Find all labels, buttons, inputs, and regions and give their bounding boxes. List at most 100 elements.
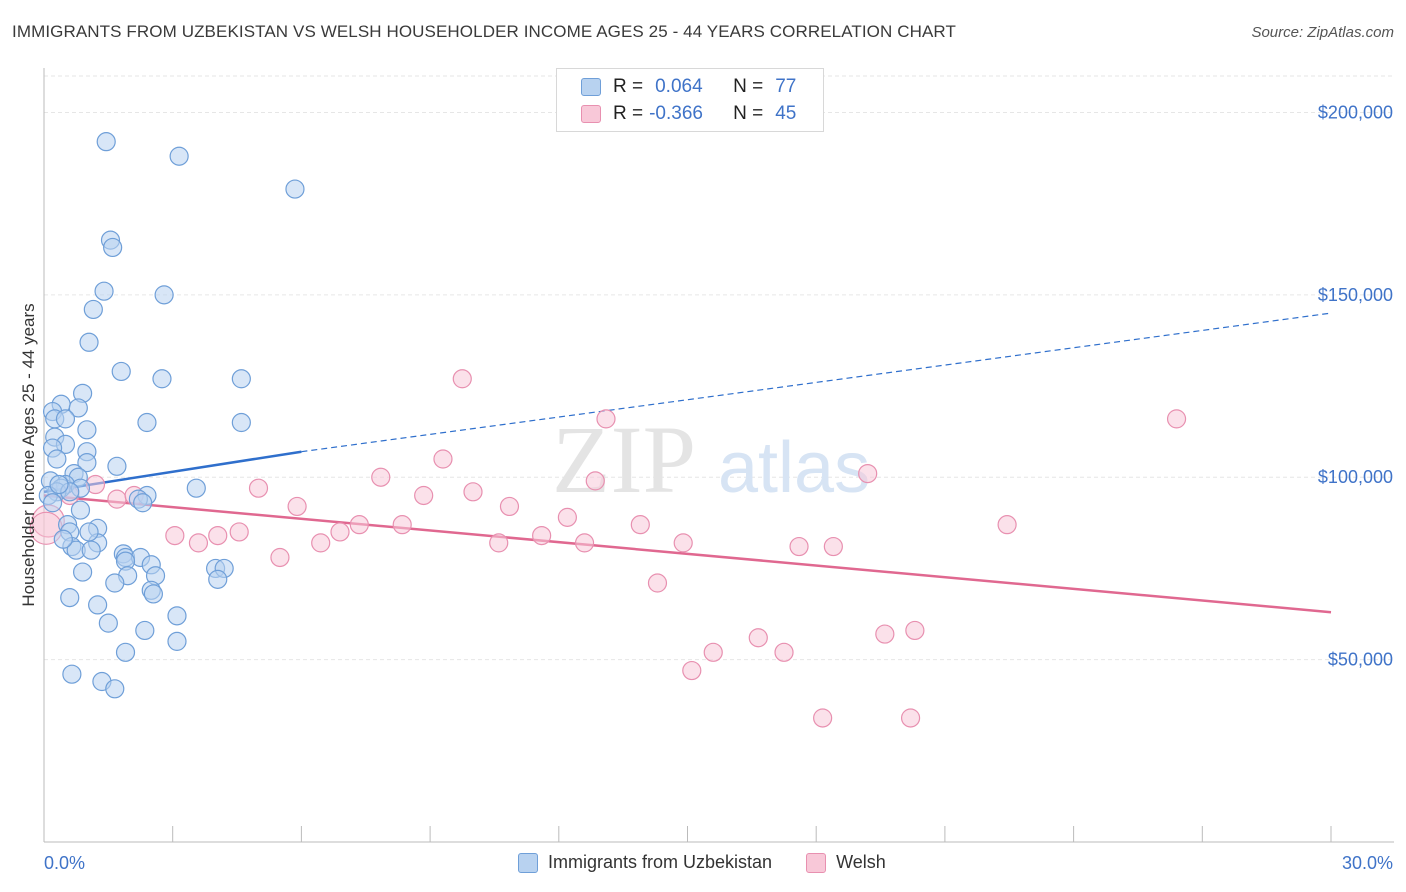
welsh-point <box>997 515 1017 535</box>
uzbekistan-point <box>231 369 251 389</box>
uzbekistan-point <box>115 642 136 662</box>
uzbekistan-point <box>49 474 69 495</box>
uzbekistan-point <box>77 453 97 473</box>
trend-line-uzbekistan-projection <box>301 312 1332 453</box>
welsh-point <box>499 496 520 517</box>
uzbekistan-point <box>111 361 131 382</box>
welsh-point <box>875 624 895 644</box>
legend-n-label: N = <box>733 76 764 97</box>
uzbekistan-point <box>62 664 82 684</box>
uzbekistan-point <box>169 146 189 166</box>
legend-n-value-uzbekistan: 77 <box>775 76 797 97</box>
legend-swatch-uzbekistan <box>581 78 601 96</box>
uzbekistan-point <box>55 409 76 429</box>
bottom-legend: Immigrants from Uzbekistan Welsh <box>518 852 886 873</box>
welsh-point <box>414 485 434 506</box>
uzbekistan-point <box>137 412 157 433</box>
uzbekistan-point <box>53 529 73 549</box>
welsh-point <box>270 547 290 568</box>
uzbekistan-point <box>103 237 123 258</box>
welsh-point <box>703 642 723 662</box>
grid-lines <box>44 75 1394 661</box>
uzbekistan-point <box>143 584 163 604</box>
welsh-point <box>748 628 768 648</box>
legend-r-label: R = <box>613 103 644 124</box>
y-axis-label: Householder Income Ages 25 - 44 years <box>19 303 38 606</box>
legend-r-label: R = <box>613 76 644 97</box>
y-tick-label-3: $200,000 <box>1318 102 1393 122</box>
uzbekistan-point <box>96 132 116 152</box>
y-tick-label-2: $150,000 <box>1318 285 1393 305</box>
welsh-point <box>596 409 616 429</box>
welsh-point <box>165 525 185 546</box>
uzbekistan-points <box>38 132 305 699</box>
uzbekistan-point <box>285 179 305 199</box>
welsh-point <box>574 533 595 553</box>
welsh-point <box>813 708 833 728</box>
legend-row-welsh: R = -0.366 N = 45 <box>581 101 796 127</box>
uzbekistan-point <box>83 299 103 320</box>
welsh-point <box>532 525 552 546</box>
welsh-point <box>630 515 650 535</box>
welsh-point <box>463 482 483 502</box>
uzbekistan-point <box>152 369 172 389</box>
x-tick-label-min: 0.0% <box>44 853 85 873</box>
legend-row-uzbekistan: R = 0.064 N = 77 <box>581 74 796 100</box>
welsh-point <box>900 708 921 728</box>
source-label: Source: ZipAtlas.com <box>1251 24 1394 41</box>
uzbekistan-point <box>94 281 114 301</box>
welsh-point <box>371 467 391 487</box>
bottom-legend-swatch-welsh <box>806 852 827 873</box>
y-tick-labels: $50,000 $100,000 $150,000 $200,000 <box>1318 102 1393 669</box>
welsh-point <box>349 515 369 535</box>
welsh-point <box>392 515 412 535</box>
uzbekistan-point <box>167 606 187 626</box>
watermark-zip: ZIP <box>552 406 696 513</box>
x-tick-labels: 0.0% 30.0% <box>44 853 1393 873</box>
uzbekistan-point <box>77 420 97 440</box>
bottom-legend-label-welsh: Welsh <box>836 852 886 872</box>
legend-n-value-welsh: 45 <box>775 103 797 124</box>
uzbekistan-point <box>107 456 127 476</box>
y-tick-label-1: $100,000 <box>1318 467 1393 487</box>
uzbekistan-point <box>81 540 101 560</box>
uzbekistan-point <box>60 588 80 608</box>
chart-title: IMMIGRANTS FROM UZBEKISTAN VS WELSH HOUS… <box>12 22 956 41</box>
welsh-point <box>858 463 878 484</box>
uzbekistan-point <box>79 332 99 352</box>
bottom-legend-label-uzbekistan: Immigrants from Uzbekistan <box>548 852 773 872</box>
welsh-point <box>433 449 453 469</box>
legend: R = 0.064 N = 77 R = -0.366 N = 45 <box>556 68 824 132</box>
welsh-point <box>107 489 127 509</box>
uzbekistan-point <box>167 631 187 651</box>
welsh-point <box>557 507 577 527</box>
uzbekistan-point <box>154 285 174 305</box>
y-tick-label-0: $50,000 <box>1328 650 1393 670</box>
uzbekistan-point <box>70 500 91 520</box>
welsh-point <box>774 642 794 662</box>
welsh-point <box>823 536 843 557</box>
uzbekistan-point <box>79 522 99 542</box>
welsh-point <box>647 573 668 593</box>
welsh-point <box>248 478 269 498</box>
welsh-point <box>188 533 209 553</box>
axes <box>43 68 1394 843</box>
welsh-point <box>330 522 350 542</box>
legend-r-value-welsh: -0.366 <box>649 103 703 124</box>
uzbekistan-point <box>231 412 251 433</box>
welsh-point <box>585 471 605 491</box>
welsh-point <box>789 536 809 557</box>
uzbekistan-point <box>133 493 153 513</box>
welsh-point <box>287 496 307 517</box>
uzbekistan-point <box>47 449 67 469</box>
uzbekistan-point <box>98 613 118 633</box>
legend-swatch-welsh <box>581 105 601 123</box>
welsh-point <box>208 525 228 546</box>
uzbekistan-point <box>186 478 206 498</box>
uzbekistan-point <box>88 595 108 615</box>
welsh-point <box>673 533 693 553</box>
uzbekistan-point <box>105 679 125 699</box>
legend-r-value-uzbekistan: 0.064 <box>655 76 703 97</box>
welsh-point <box>905 620 925 641</box>
